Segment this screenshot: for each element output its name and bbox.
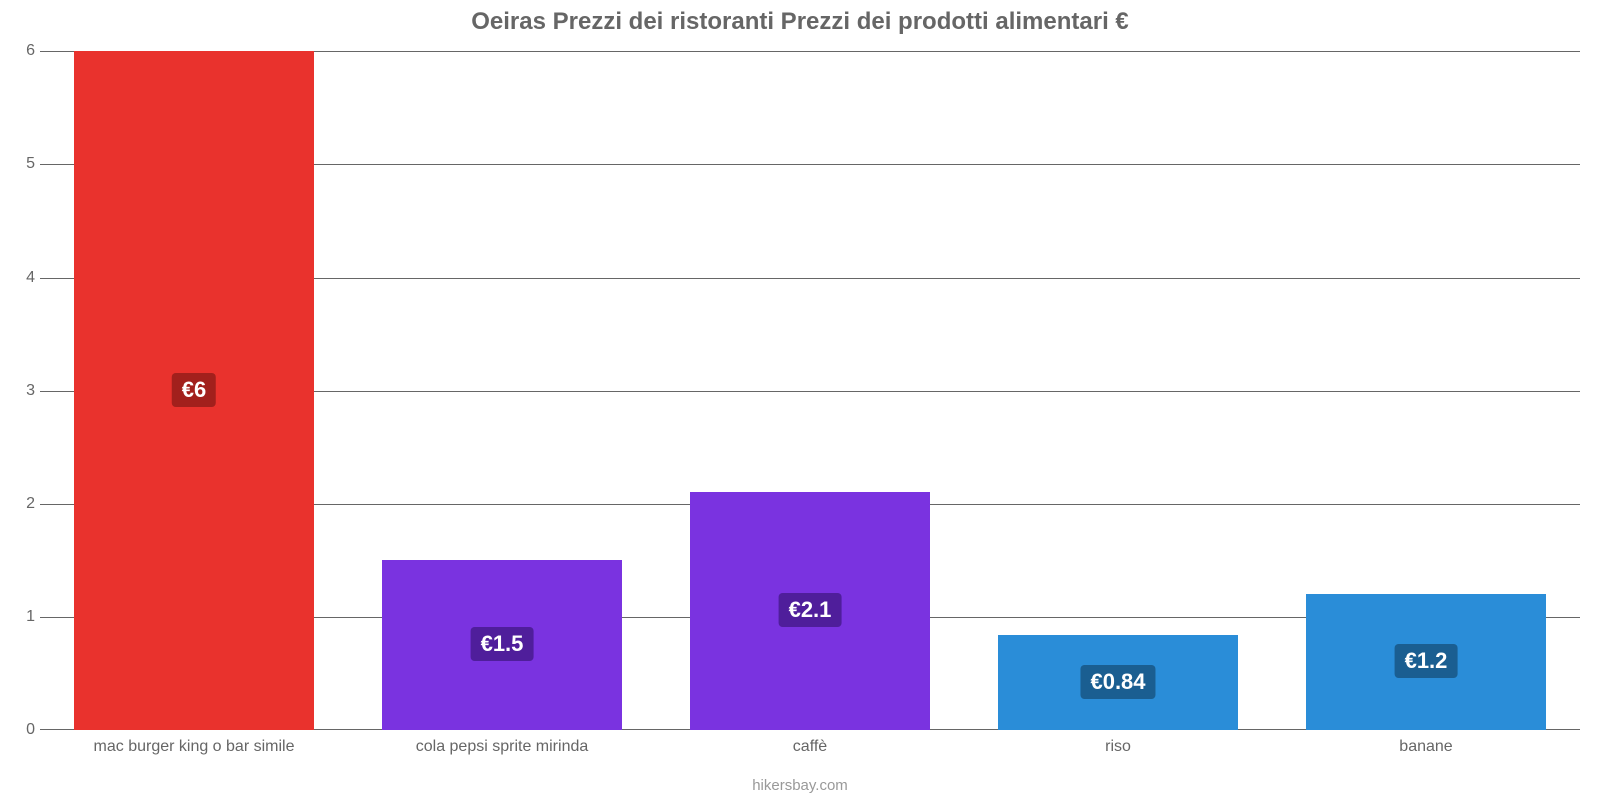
bar-value-label: €2.1 [779,593,842,627]
bar-value-label: €1.5 [471,627,534,661]
x-tick-label: riso [1105,738,1131,756]
y-tick-label: 6 [10,42,35,60]
bar-value-label: €6 [172,373,216,407]
x-tick-label: caffè [793,738,827,756]
bar-value-label: €0.84 [1080,665,1155,699]
y-tick-label: 4 [10,269,35,287]
x-tick-label: cola pepsi sprite mirinda [416,738,589,756]
y-tick-label: 1 [10,608,35,626]
plot-area: 0123456€6mac burger king o bar simile€1.… [40,40,1580,730]
x-tick-label: banane [1399,738,1452,756]
chart-container: Oeiras Prezzi dei ristoranti Prezzi dei … [0,0,1600,800]
y-tick-label: 5 [10,155,35,173]
attribution-text: hikersbay.com [0,777,1600,794]
bar-value-label: €1.2 [1395,644,1458,678]
y-tick-label: 0 [10,721,35,739]
chart-title: Oeiras Prezzi dei ristoranti Prezzi dei … [0,8,1600,36]
y-tick-label: 2 [10,495,35,513]
x-tick-label: mac burger king o bar simile [94,738,295,756]
y-tick-label: 3 [10,382,35,400]
